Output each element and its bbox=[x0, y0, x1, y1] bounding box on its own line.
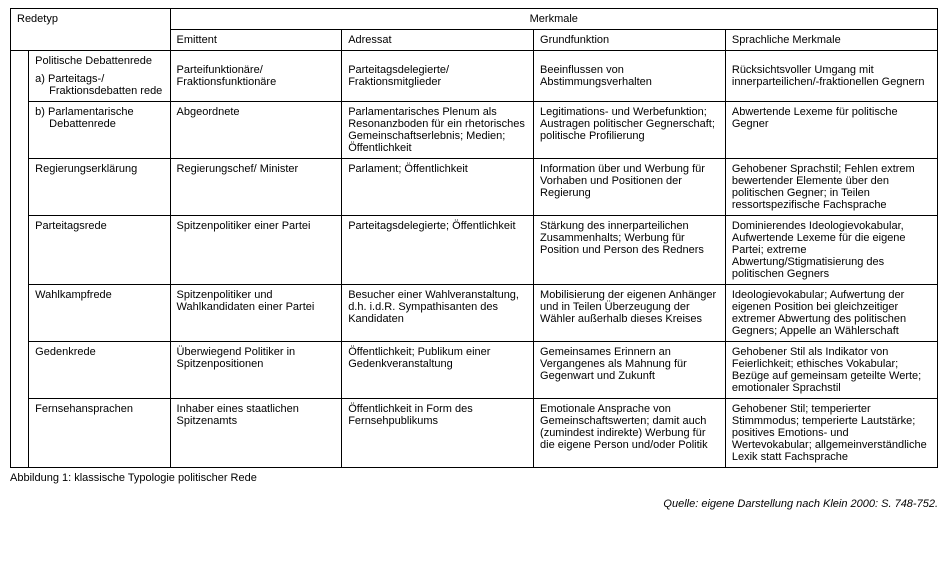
adressat-cell: Öffentlichkeit in Form des Fernsehpublik… bbox=[342, 399, 534, 468]
table-row: Politische Debattenrede a) Parteitags-/ … bbox=[11, 51, 938, 102]
table-row: Gedenkrede Überwiegend Politiker in Spit… bbox=[11, 342, 938, 399]
group-indent-1 bbox=[11, 51, 29, 342]
grundfunktion-cell: Information über und Werbung für Vorhabe… bbox=[534, 159, 726, 216]
redetyp-sub-a: a) Parteitags-/ Fraktionsdebatten rede bbox=[35, 73, 163, 97]
emittent-cell: Überwiegend Politiker in Spitzenposition… bbox=[170, 342, 342, 399]
sprachliche-cell: Gehobener Stil; temperierter Stimmmodus;… bbox=[725, 399, 937, 468]
redetyp-cell: Wahlkampfrede bbox=[29, 285, 170, 342]
adressat-cell: Parlamentarisches Plenum als Resonanzbod… bbox=[342, 102, 534, 159]
grundfunktion-cell: Mobilisierung der eigenen Anhänger und i… bbox=[534, 285, 726, 342]
adressat-cell: Öffentlichkeit; Publikum einer Gedenkver… bbox=[342, 342, 534, 399]
table-row: b) Parlamentarische Debattenrede Abgeord… bbox=[11, 102, 938, 159]
redetyp-cell: Fernsehansprachen bbox=[29, 399, 170, 468]
table-row: Wahlkampfrede Spitzenpolitiker und Wahlk… bbox=[11, 285, 938, 342]
header-adressat: Adressat bbox=[342, 30, 534, 51]
figure-source: Quelle: eigene Darstellung nach Klein 20… bbox=[10, 498, 938, 510]
adressat-cell: Parteitagsdelegierte; Öffentlichkeit bbox=[342, 216, 534, 285]
header-merkmale: Merkmale bbox=[170, 9, 937, 30]
redetyp-sub-b: b) Parlamentarische Debattenrede bbox=[35, 106, 163, 130]
redetyp-cell: Parteitagsrede bbox=[29, 216, 170, 285]
header-emittent: Emittent bbox=[170, 30, 342, 51]
sprachliche-cell: Gehobener Sprachstil; Fehlen extrem bewe… bbox=[725, 159, 937, 216]
emittent-cell: Spitzenpolitiker einer Partei bbox=[170, 216, 342, 285]
table-row: Parteitagsrede Spitzenpolitiker einer Pa… bbox=[11, 216, 938, 285]
sprachliche-cell: Ideologievokabular; Aufwertung der eigen… bbox=[725, 285, 937, 342]
table-row: Fernsehansprachen Inhaber eines staatlic… bbox=[11, 399, 938, 468]
grundfunktion-cell: Emotionale Ansprache von Gemeinschaftswe… bbox=[534, 399, 726, 468]
adressat-cell: Besucher einer Wahlveranstaltung, d.h. i… bbox=[342, 285, 534, 342]
redetyp-cell: Gedenkrede bbox=[29, 342, 170, 399]
typology-table: Redetyp Merkmale Emittent Adressat Grund… bbox=[10, 8, 938, 468]
grundfunktion-cell: Beeinflussen von Abstimmungsverhalten bbox=[534, 51, 726, 102]
figure-caption: Abbildung 1: klassische Typologie politi… bbox=[10, 472, 938, 484]
emittent-cell: Abgeordnete bbox=[170, 102, 342, 159]
redetyp-category: Politische Debattenrede bbox=[35, 55, 163, 67]
header-redetyp: Redetyp bbox=[11, 9, 171, 51]
redetyp-cell: Regierungserklärung bbox=[29, 159, 170, 216]
table-row: Regierungserklärung Regierungschef/ Mini… bbox=[11, 159, 938, 216]
header-row-1: Redetyp Merkmale bbox=[11, 9, 938, 30]
adressat-cell: Parlament; Öffentlichkeit bbox=[342, 159, 534, 216]
header-sprachliche: Sprachliche Merkmale bbox=[725, 30, 937, 51]
emittent-cell: Inhaber eines staatlichen Spitzenamts bbox=[170, 399, 342, 468]
adressat-cell: Parteitagsdelegierte/ Fraktionsmitgliede… bbox=[342, 51, 534, 102]
sprachliche-cell: Rücksichtsvoller Umgang mit innerparteil… bbox=[725, 51, 937, 102]
redetyp-cell: Politische Debattenrede a) Parteitags-/ … bbox=[29, 51, 170, 102]
emittent-cell: Spitzenpolitiker und Wahlkandidaten eine… bbox=[170, 285, 342, 342]
emittent-cell: Regierungschef/ Minister bbox=[170, 159, 342, 216]
group-indent-2 bbox=[11, 342, 29, 468]
grundfunktion-cell: Legitimations- und Werbefunktion; Austra… bbox=[534, 102, 726, 159]
sprachliche-cell: Gehobener Stil als Indikator von Feierli… bbox=[725, 342, 937, 399]
sprachliche-cell: Abwertende Lexeme für politische Gegner bbox=[725, 102, 937, 159]
emittent-cell: Parteifunktionäre/ Fraktionsfunktionäre bbox=[170, 51, 342, 102]
sprachliche-cell: Dominierendes Ideologievokabular, Aufwer… bbox=[725, 216, 937, 285]
grundfunktion-cell: Stärkung des innerparteilichen Zusammenh… bbox=[534, 216, 726, 285]
grundfunktion-cell: Gemeinsames Erinnern an Vergangenes als … bbox=[534, 342, 726, 399]
redetyp-cell: b) Parlamentarische Debattenrede bbox=[29, 102, 170, 159]
header-grundfunktion: Grundfunktion bbox=[534, 30, 726, 51]
